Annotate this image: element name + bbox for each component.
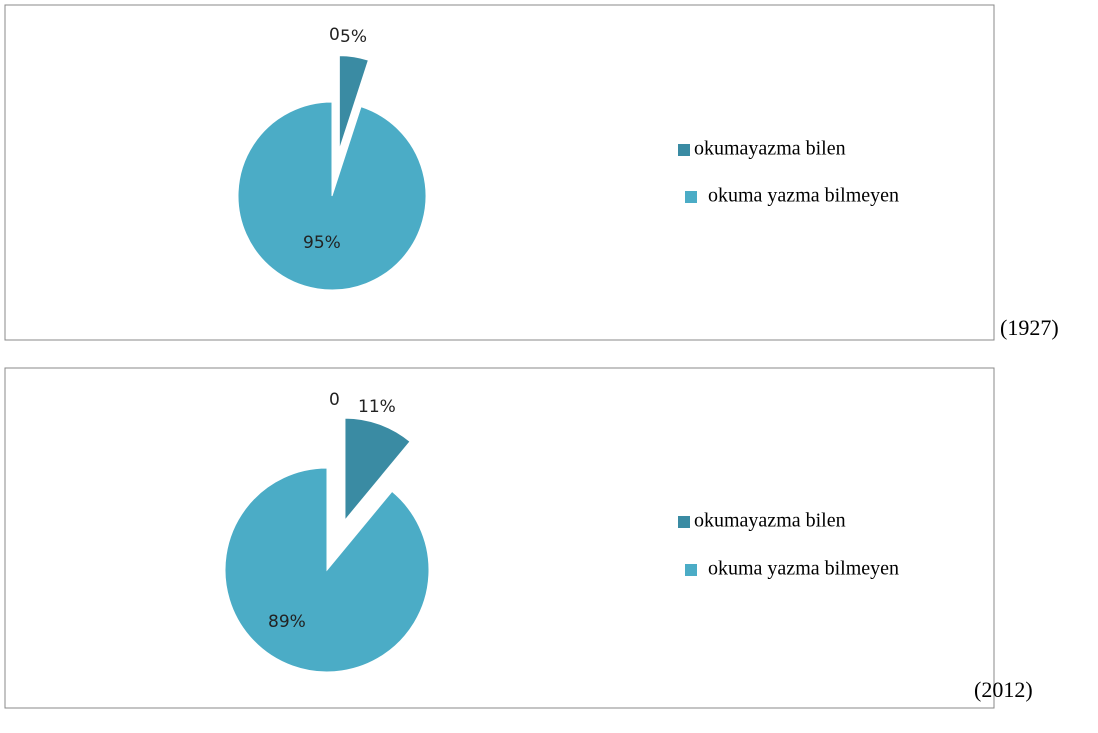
legend-swatch bbox=[685, 564, 697, 576]
legend-swatch bbox=[678, 516, 690, 528]
data-label: 5% bbox=[340, 27, 367, 47]
caption: (2012) bbox=[974, 677, 1033, 702]
annotation: 0 bbox=[329, 390, 340, 410]
pie-slice bbox=[344, 417, 411, 522]
legend-swatch bbox=[678, 144, 690, 156]
pie-slice bbox=[237, 101, 427, 291]
caption: (1927) bbox=[1000, 315, 1059, 340]
annotation: 0 bbox=[329, 25, 340, 45]
pie-slice bbox=[224, 467, 430, 673]
data-label: 95% bbox=[303, 233, 341, 253]
chart-frame bbox=[4, 4, 995, 341]
pie-slice bbox=[338, 55, 370, 150]
legend-label: okuma yazma bilmeyen bbox=[708, 185, 899, 207]
legend-label: okumayazma bilen bbox=[694, 138, 846, 160]
data-label: 11% bbox=[358, 397, 396, 417]
chart-frame bbox=[4, 367, 995, 709]
legend-label: okumayazma bilen bbox=[694, 510, 846, 532]
legend-swatch bbox=[685, 191, 697, 203]
data-label: 89% bbox=[268, 612, 306, 632]
legend-label: okuma yazma bilmeyen bbox=[708, 558, 899, 580]
